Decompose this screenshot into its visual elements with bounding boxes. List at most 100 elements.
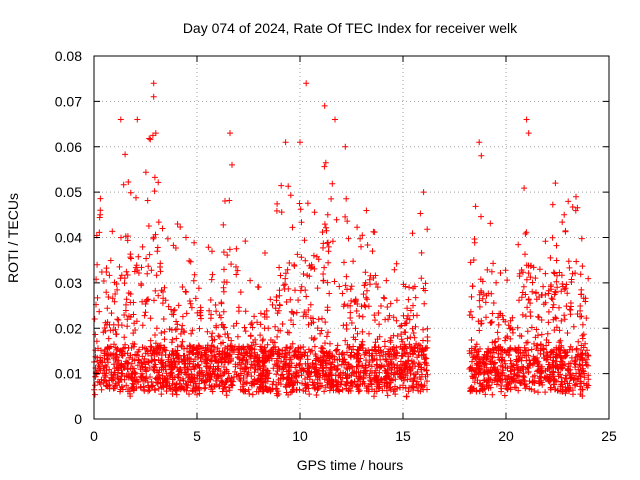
y-tick-label: 0 xyxy=(74,411,82,427)
data-point xyxy=(209,337,216,344)
data-point xyxy=(293,370,300,377)
data-point xyxy=(136,346,143,353)
data-point xyxy=(104,382,111,389)
data-point xyxy=(420,189,427,196)
data-point xyxy=(286,329,293,336)
data-point xyxy=(237,377,244,384)
data-point xyxy=(415,363,422,370)
data-point xyxy=(133,194,139,201)
data-point xyxy=(304,368,311,374)
data-point xyxy=(329,238,336,245)
data-point xyxy=(129,365,136,372)
data-point xyxy=(121,364,128,371)
data-point xyxy=(220,339,226,346)
data-point xyxy=(114,360,121,367)
data-point xyxy=(184,365,191,372)
data-point xyxy=(259,370,266,377)
data-point xyxy=(120,181,127,188)
data-point xyxy=(270,365,277,372)
data-point xyxy=(263,307,270,314)
data-point xyxy=(490,364,497,371)
data-point xyxy=(302,257,309,264)
data-point xyxy=(476,297,483,304)
data-point xyxy=(578,291,584,298)
data-point xyxy=(155,385,162,392)
data-point xyxy=(550,349,557,356)
y-tick-label: 0.07 xyxy=(55,93,82,109)
data-point xyxy=(325,243,332,250)
data-point xyxy=(148,378,155,385)
data-point xyxy=(194,391,200,398)
data-point xyxy=(565,198,572,205)
data-point xyxy=(116,263,123,270)
data-point xyxy=(516,332,523,339)
data-point xyxy=(220,288,227,295)
data-point xyxy=(124,316,131,323)
data-point xyxy=(239,366,246,373)
data-point xyxy=(535,313,541,320)
data-point xyxy=(161,346,168,353)
data-point xyxy=(482,360,489,367)
data-point xyxy=(357,369,364,376)
data-point xyxy=(355,347,362,354)
data-point xyxy=(410,302,416,309)
x-tick-label: 15 xyxy=(395,428,411,444)
data-point xyxy=(188,330,195,337)
data-point xyxy=(545,287,552,294)
data-point xyxy=(577,362,584,369)
data-point xyxy=(244,379,250,386)
data-point xyxy=(552,354,559,361)
data-point xyxy=(403,393,410,400)
data-point xyxy=(171,306,178,313)
data-point xyxy=(412,294,419,301)
data-point xyxy=(467,259,474,266)
data-point xyxy=(163,382,170,389)
y-tick-label: 0.08 xyxy=(55,48,82,64)
data-point xyxy=(572,270,579,277)
data-point xyxy=(476,327,483,334)
data-point xyxy=(515,344,522,351)
data-point xyxy=(418,364,425,371)
data-point xyxy=(288,308,295,315)
data-point xyxy=(468,293,475,300)
data-point xyxy=(333,216,340,223)
data-point xyxy=(473,387,480,394)
data-point xyxy=(249,391,256,398)
data-point xyxy=(232,343,238,350)
data-point xyxy=(398,322,405,329)
data-point xyxy=(312,385,318,392)
data-point xyxy=(174,373,181,380)
data-point xyxy=(127,291,134,297)
data-point xyxy=(229,161,235,168)
data-point xyxy=(241,368,248,375)
data-point xyxy=(249,324,256,331)
data-point xyxy=(346,365,353,372)
data-point xyxy=(342,213,349,220)
data-point xyxy=(507,335,514,342)
data-point xyxy=(112,291,119,297)
data-point xyxy=(236,359,243,366)
data-point xyxy=(356,313,363,319)
data-point xyxy=(472,343,479,350)
data-point xyxy=(559,219,566,226)
data-point xyxy=(205,244,212,251)
data-point xyxy=(348,297,355,304)
data-point xyxy=(273,381,280,388)
data-point xyxy=(479,386,486,393)
data-point xyxy=(351,370,358,377)
data-point xyxy=(138,282,145,289)
data-point xyxy=(323,224,329,231)
data-point xyxy=(348,283,355,290)
data-point xyxy=(489,391,496,398)
data-point xyxy=(499,369,506,376)
data-point xyxy=(523,357,530,364)
data-point xyxy=(504,277,511,284)
data-point xyxy=(552,288,559,295)
data-point xyxy=(525,368,532,375)
data-point xyxy=(93,338,100,345)
data-point xyxy=(283,352,290,358)
data-point xyxy=(170,242,177,249)
data-point xyxy=(324,240,331,247)
data-point xyxy=(327,381,334,388)
data-point xyxy=(101,370,108,377)
